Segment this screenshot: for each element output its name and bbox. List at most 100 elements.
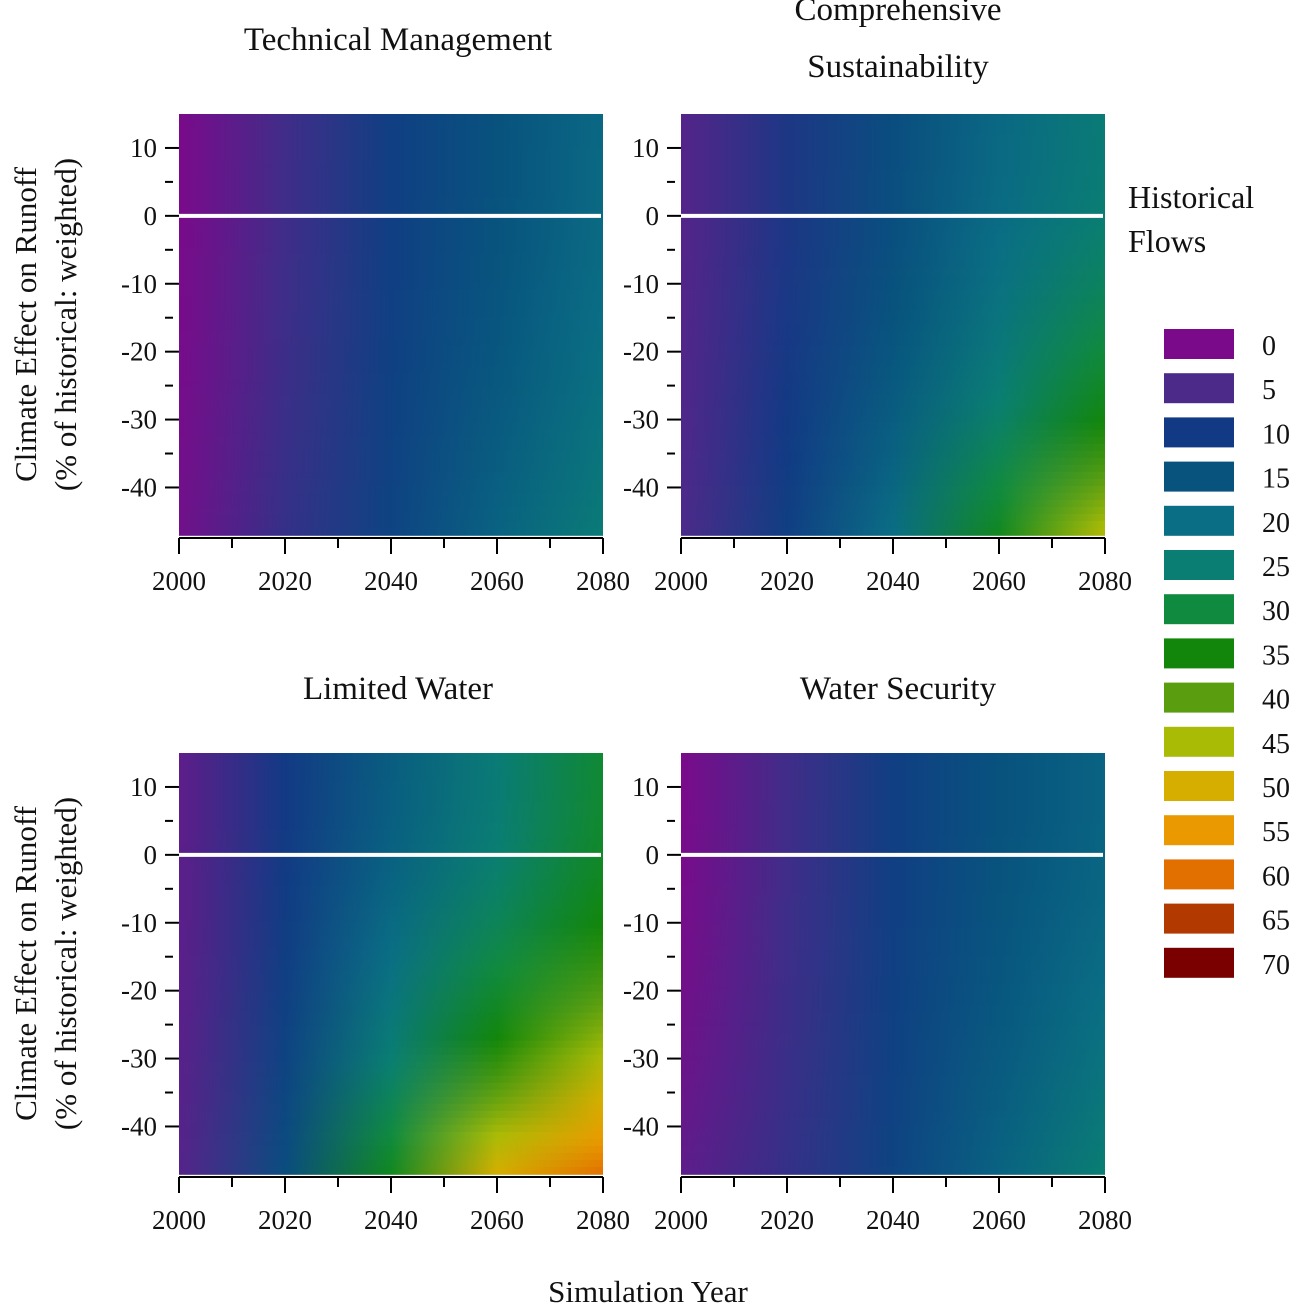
heatmap-field — [179, 114, 603, 536]
legend-label: 0 — [1262, 331, 1276, 362]
heatmap-strip — [179, 156, 603, 164]
heatmap-strip — [681, 928, 1105, 937]
legend-label: 45 — [1262, 729, 1290, 760]
heatmap-strip — [681, 429, 1105, 438]
heatmap-strip — [681, 760, 1105, 768]
panel-3: Limited Water 2000 2020 2040 2060 2080 10 0 -10 -… — [8, 671, 630, 1235]
legend-swatch — [1164, 815, 1234, 846]
heatmap-strip — [179, 928, 603, 937]
x-tick-label: 2020 — [258, 1205, 312, 1235]
heatmap-strip — [681, 1005, 1105, 1014]
heatmap-strip — [681, 170, 1105, 178]
heatmap-strip — [681, 998, 1105, 1007]
heatmap-strip — [681, 401, 1105, 410]
heatmap-strip — [179, 499, 603, 508]
x-tick-label: 2080 — [1078, 566, 1132, 596]
heatmap-strip — [681, 949, 1105, 958]
x-tick-label: 2080 — [1078, 1205, 1132, 1235]
heatmap-strip — [179, 366, 603, 375]
heatmap-strip — [179, 1138, 603, 1147]
heatmap-strip — [179, 163, 603, 171]
heatmap-field — [681, 753, 1105, 1175]
heatmap-strip — [681, 1131, 1105, 1140]
heatmap-strip — [681, 1166, 1105, 1175]
x-axis-label: Simulation Year — [548, 1274, 748, 1309]
heatmap-strip — [179, 1005, 603, 1014]
heatmap-strip — [681, 527, 1105, 536]
heatmap-strip — [179, 1110, 603, 1119]
heatmap-strip — [681, 275, 1105, 284]
heatmap-strip — [681, 282, 1105, 291]
heatmap-strip — [681, 865, 1105, 874]
heatmap-strip — [681, 872, 1105, 881]
heatmap-strip — [681, 345, 1105, 354]
legend: Historical Flows 0 5 10 15 20 25 30 35 40 45 50 55 60 6… — [1128, 179, 1290, 981]
heatmap-strip — [681, 415, 1105, 424]
panel-2: Comprehensive Sustainability 2000 2020 2040 2… — [623, 0, 1132, 596]
legend-label: 5 — [1262, 375, 1276, 406]
legend-swatch — [1164, 726, 1234, 757]
x-tick-label: 2000 — [654, 1205, 708, 1235]
y-tick-label: 0 — [646, 201, 660, 231]
heatmap-strip — [179, 844, 603, 853]
heatmap-strip — [179, 900, 603, 909]
y-tick-label: -30 — [121, 1044, 157, 1074]
heatmap-strip — [681, 338, 1105, 347]
heatmap-strip — [179, 767, 603, 775]
heatmap-strip — [681, 1103, 1105, 1112]
heatmap-strip — [681, 1124, 1105, 1133]
panel-title: Sustainability — [807, 49, 989, 85]
heatmap-strip — [179, 184, 603, 192]
heatmap-strip — [179, 121, 603, 129]
heatmap-strip — [179, 233, 603, 242]
heatmap-strip — [681, 893, 1105, 902]
heatmap-strip — [681, 380, 1105, 389]
heatmap-strip — [681, 156, 1105, 164]
heatmap-strip — [681, 1089, 1105, 1098]
heatmap-strip — [179, 991, 603, 1000]
heatmap-strip — [179, 1131, 603, 1140]
heatmap-strip — [179, 1117, 603, 1126]
heatmap-strip — [179, 949, 603, 958]
heatmap-strip — [179, 527, 603, 536]
x-tick-label: 2060 — [972, 566, 1026, 596]
x-tick-label: 2020 — [258, 566, 312, 596]
legend-label: 35 — [1262, 640, 1290, 671]
heatmap-strip — [681, 823, 1105, 831]
heatmap-strip — [179, 142, 603, 150]
heatmap-strip — [179, 198, 603, 207]
y-tick-label: -30 — [623, 1044, 659, 1074]
x-tick-label: 2040 — [866, 566, 920, 596]
heatmap-strip — [681, 879, 1105, 888]
heatmap-strip — [179, 865, 603, 874]
x-tick-label: 2020 — [760, 566, 814, 596]
heatmap-strip — [179, 1068, 603, 1077]
heatmap-strip — [681, 268, 1105, 277]
legend-label: 60 — [1262, 861, 1290, 892]
heatmap-strip — [179, 282, 603, 291]
heatmap-strip — [179, 1047, 603, 1056]
heatmap-strip — [179, 879, 603, 888]
heatmap-strip — [179, 450, 603, 459]
y-tick-label: -10 — [623, 269, 659, 299]
heatmap-strip — [681, 963, 1105, 972]
heatmap-strip — [681, 900, 1105, 909]
y-tick-label: -40 — [121, 472, 157, 502]
legend-label: 70 — [1262, 950, 1290, 981]
heatmap-strip — [179, 226, 603, 235]
heatmap-strip — [179, 753, 603, 761]
heatmap-strip — [681, 352, 1105, 361]
y-tick-label: -10 — [121, 269, 157, 299]
heatmap-strip — [681, 1110, 1105, 1119]
heatmap-strip — [179, 1040, 603, 1049]
heatmap-strip — [179, 205, 603, 214]
heatmap-strip — [681, 436, 1105, 445]
heatmap-strip — [681, 198, 1105, 207]
x-tick-label: 2060 — [470, 566, 524, 596]
heatmap-strip — [179, 1103, 603, 1112]
heatmap-strip — [681, 1082, 1105, 1091]
heatmap-strip — [179, 914, 603, 923]
heatmap-strip — [179, 359, 603, 368]
heatmap-strip — [179, 240, 603, 249]
heatmap-strip — [179, 963, 603, 972]
